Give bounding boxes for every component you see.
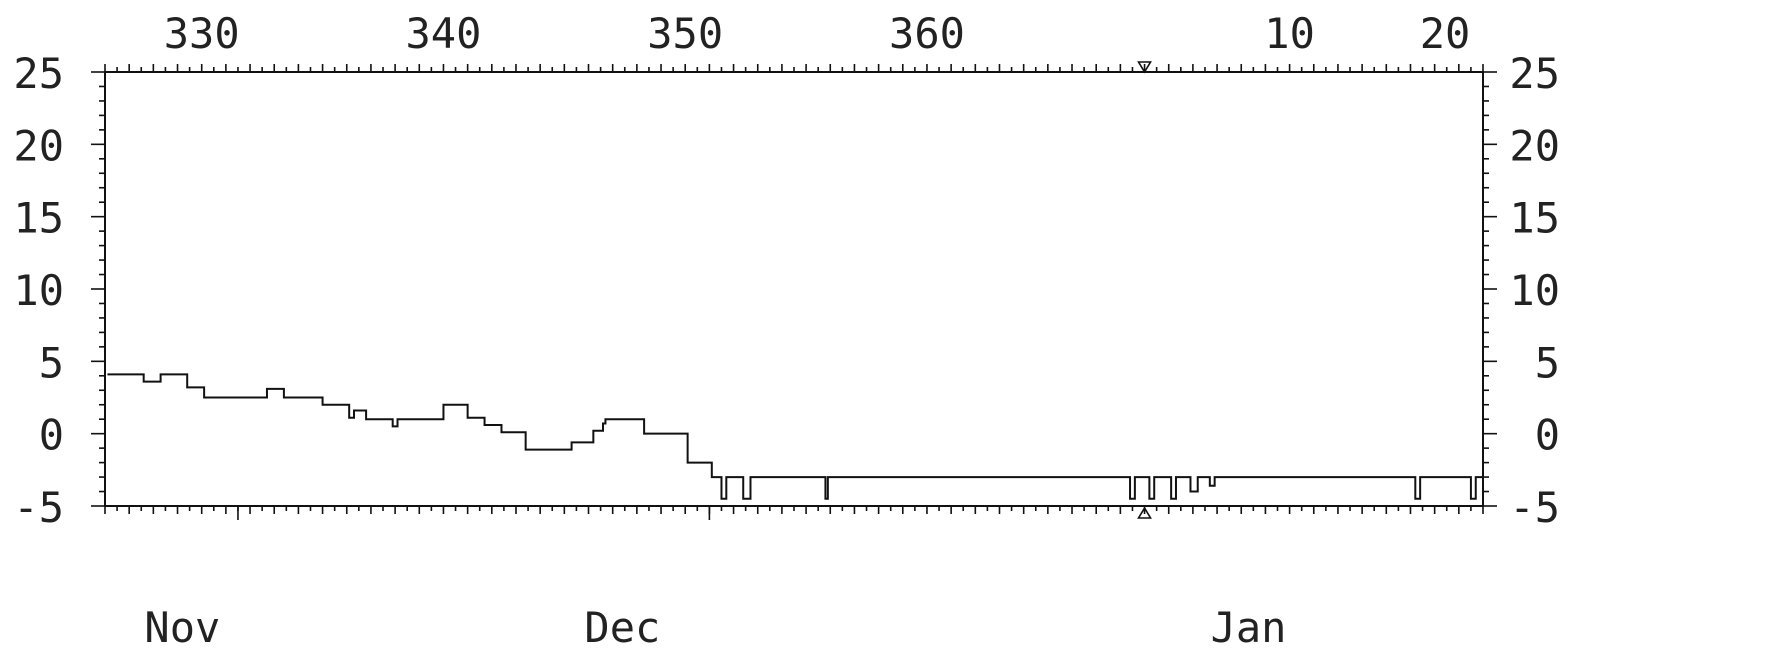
- y-tick-label-left: 0: [39, 411, 64, 460]
- y-tick-label-right: 25: [1509, 49, 1560, 98]
- top-axis-labels: 330 340 350 360 10 20: [164, 9, 1471, 58]
- y-tick-label-right: 5: [1535, 338, 1560, 387]
- top-tick-label: 20: [1420, 9, 1471, 58]
- y-axis-labels-left: 25 20 15 10 5 0 -5: [13, 49, 64, 532]
- top-tick-label: 340: [406, 9, 482, 58]
- month-label: Dec: [584, 603, 660, 652]
- month-labels: Nov Dec Jan: [144, 506, 1286, 652]
- y-tick-label-right: 10: [1509, 266, 1560, 315]
- y-tick-label-left: 25: [13, 49, 64, 98]
- y-tick-label-right: -5: [1509, 483, 1560, 532]
- y-tick-label-right: 0: [1535, 411, 1560, 460]
- minor-ticks: [91, 64, 1497, 514]
- top-tick-label: 360: [889, 9, 965, 58]
- y-tick-label-left: 5: [39, 338, 64, 387]
- series-line: [107, 373, 1483, 500]
- month-label: Jan: [1211, 603, 1287, 652]
- y-axis-labels-right: 25 20 15 10 5 0 -5: [1509, 49, 1560, 532]
- y-tick-label-right: 15: [1509, 194, 1560, 243]
- top-tick-label: 350: [647, 9, 723, 58]
- top-marker-triangle: [1137, 61, 1152, 74]
- top-tick-label: 330: [164, 9, 240, 58]
- plot-frame: [104, 71, 1484, 507]
- y-tick-label-right: 20: [1509, 121, 1560, 170]
- position-markers: [1137, 61, 1152, 519]
- y-tick-label-left: 20: [13, 121, 64, 170]
- y-tick-label-left: 10: [13, 266, 64, 315]
- month-label: Nov: [144, 603, 220, 652]
- y-tick-label-left: 15: [13, 194, 64, 243]
- bottom-marker-triangle: [1137, 506, 1152, 519]
- top-tick-label: 10: [1264, 9, 1315, 58]
- y-tick-label-left: -5: [13, 483, 64, 532]
